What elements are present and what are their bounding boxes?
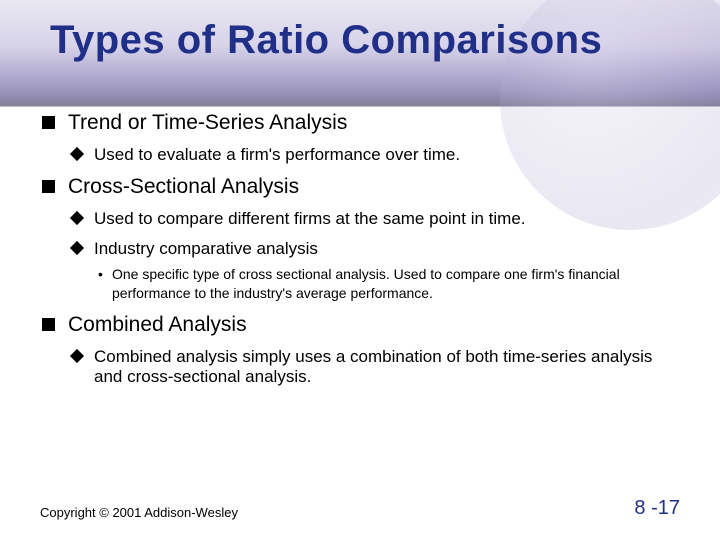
bullet-lvl1: Trend or Time-Series Analysis Used to ev…	[40, 111, 680, 165]
bullet-lvl3: One specific type of cross sectional ana…	[94, 265, 680, 303]
bullet-text: Trend or Time-Series Analysis	[68, 111, 347, 134]
page-number: 8 -17	[634, 497, 680, 520]
bullet-text: Industry comparative analysis	[94, 239, 318, 258]
bullet-lvl2: Used to compare different firms at the s…	[68, 209, 680, 229]
bullet-text: Combined analysis simply uses a combinat…	[94, 347, 652, 386]
sub-list: Used to evaluate a firm's performance ov…	[68, 145, 680, 165]
bullet-lvl2: Used to evaluate a firm's performance ov…	[68, 145, 680, 165]
sub-list: Used to compare different firms at the s…	[68, 209, 680, 303]
bullet-text: Used to evaluate a firm's performance ov…	[94, 145, 460, 164]
bullet-lvl1: Combined Analysis Combined analysis simp…	[40, 313, 680, 387]
bullet-lvl2: Combined analysis simply uses a combinat…	[68, 347, 680, 387]
bullet-list: Trend or Time-Series Analysis Used to ev…	[40, 111, 680, 387]
bullet-text: Cross-Sectional Analysis	[68, 175, 299, 198]
bullet-text: Used to compare different firms at the s…	[94, 209, 526, 228]
footer: Copyright © 2001 Addison-Wesley 8 -17	[40, 497, 680, 520]
copyright-text: Copyright © 2001 Addison-Wesley	[40, 505, 238, 520]
bullet-lvl1: Cross-Sectional Analysis Used to compare…	[40, 175, 680, 303]
bullet-text: One specific type of cross sectional ana…	[112, 266, 620, 301]
slide-content: Types of Ratio Comparisons Trend or Time…	[0, 0, 720, 540]
slide-title: Types of Ratio Comparisons	[50, 18, 680, 63]
sub-sub-list: One specific type of cross sectional ana…	[94, 265, 680, 303]
bullet-text: Combined Analysis	[68, 313, 247, 336]
sub-list: Combined analysis simply uses a combinat…	[68, 347, 680, 387]
bullet-lvl2: Industry comparative analysis One specif…	[68, 239, 680, 303]
